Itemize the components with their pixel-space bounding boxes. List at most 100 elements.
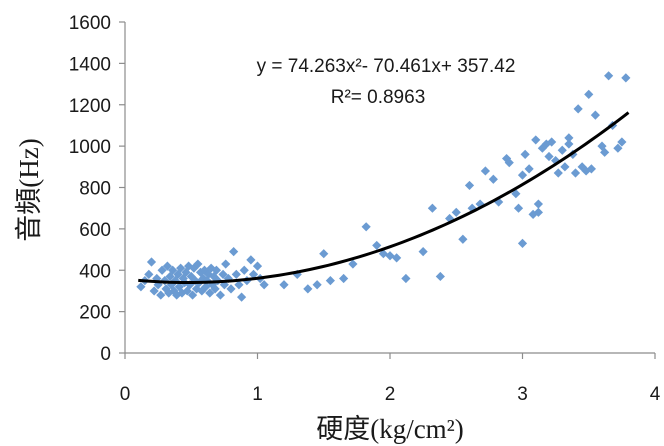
data-point — [161, 284, 171, 294]
data-point — [206, 263, 216, 273]
data-point — [564, 139, 574, 149]
data-point — [533, 199, 543, 209]
data-point — [172, 290, 182, 300]
data-point — [621, 73, 631, 83]
data-point — [193, 259, 203, 269]
data-point — [152, 273, 162, 284]
data-point — [184, 261, 194, 271]
data-point — [511, 189, 521, 199]
data-point — [586, 164, 596, 174]
data-point — [312, 280, 322, 290]
data-point — [252, 261, 263, 271]
data-point — [617, 137, 627, 147]
data-point — [221, 259, 231, 269]
data-point — [195, 267, 206, 277]
data-point — [178, 273, 188, 284]
data-point — [303, 284, 313, 294]
y-tick-label: 0 — [100, 344, 111, 365]
data-point — [451, 207, 461, 217]
data-point — [229, 247, 239, 257]
data-point — [401, 273, 411, 284]
data-point — [156, 290, 166, 300]
y-tick-label: 600 — [79, 220, 111, 241]
x-tick-label: 1 — [252, 384, 263, 405]
x-tick-label: 4 — [650, 384, 661, 405]
trend-equation: y = 74.263x²- 70.461x+ 357.42 — [257, 56, 516, 77]
r-squared: R²= 0.8963 — [331, 87, 426, 108]
data-point — [427, 203, 437, 213]
data-point — [392, 253, 402, 263]
data-point — [191, 284, 202, 294]
data-point — [325, 275, 335, 286]
data-point — [186, 271, 196, 282]
data-point — [246, 255, 256, 265]
data-point — [210, 284, 220, 294]
data-point — [211, 265, 222, 275]
data-point — [544, 151, 554, 162]
data-point — [564, 133, 574, 143]
data-point — [573, 104, 583, 114]
y-tick-label: 200 — [79, 303, 111, 324]
data-point — [198, 273, 208, 284]
data-point — [504, 158, 514, 168]
data-point — [590, 110, 600, 120]
data-point — [528, 209, 538, 219]
data-point — [517, 170, 528, 180]
data-point — [234, 280, 244, 290]
data-point — [372, 240, 382, 251]
data-point — [162, 261, 172, 271]
data-point — [205, 288, 215, 298]
data-point — [319, 249, 329, 259]
trendline — [138, 111, 630, 285]
data-point — [239, 265, 249, 275]
y-tick-label: 800 — [79, 179, 111, 200]
data-point — [557, 145, 567, 155]
data-point — [144, 269, 154, 279]
x-axis-title: 硬度(kg/cm²) — [316, 414, 464, 444]
data-point — [177, 288, 187, 298]
data-point — [435, 271, 445, 282]
data-point — [480, 166, 490, 176]
data-point — [218, 269, 228, 279]
data-point — [149, 286, 159, 296]
data-point — [348, 259, 358, 269]
x-tick-label: 0 — [120, 384, 131, 405]
data-point — [361, 222, 371, 232]
data-point — [174, 282, 184, 292]
data-point — [181, 267, 191, 277]
x-tick-label: 3 — [517, 384, 528, 405]
data-point — [223, 273, 233, 284]
x-tick-label: 2 — [385, 384, 396, 405]
data-point — [513, 203, 524, 213]
data-point — [541, 139, 551, 149]
data-point — [136, 282, 146, 292]
data-point — [185, 280, 195, 290]
data-point — [600, 147, 610, 157]
data-point — [418, 247, 428, 257]
data-point — [219, 280, 229, 290]
data-point — [560, 162, 570, 172]
data-point — [226, 284, 236, 294]
data-point — [531, 135, 541, 145]
data-point — [168, 265, 178, 275]
data-point — [520, 149, 530, 159]
data-point — [524, 164, 534, 174]
data-point — [231, 269, 241, 279]
data-point — [176, 263, 186, 273]
data-point — [584, 89, 594, 100]
data-point — [153, 280, 163, 290]
data-point — [237, 292, 247, 302]
data-point — [488, 174, 498, 184]
data-point — [146, 257, 157, 267]
data-point — [279, 280, 289, 290]
data-point — [467, 203, 477, 213]
data-point — [547, 137, 557, 147]
data-point — [215, 290, 225, 300]
data-point — [475, 199, 485, 209]
data-point — [517, 238, 528, 248]
data-point — [259, 280, 269, 290]
data-point — [458, 234, 468, 244]
data-point — [570, 168, 581, 178]
y-tick-label: 400 — [79, 261, 111, 282]
